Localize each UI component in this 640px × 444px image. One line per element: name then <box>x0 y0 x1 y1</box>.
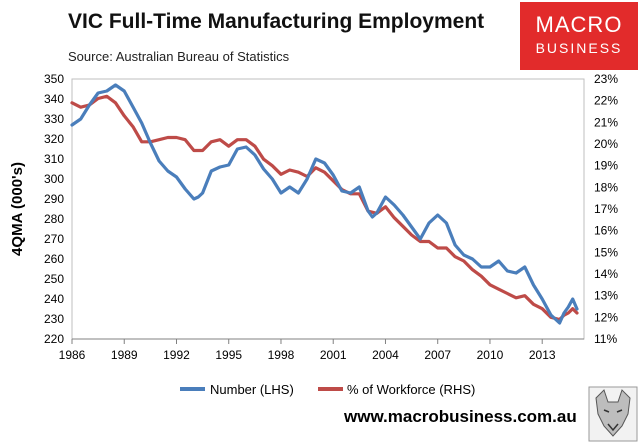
y-left-tick-label: 290 <box>44 192 64 206</box>
x-tick-label: 2001 <box>320 348 347 362</box>
y-right-tick-label: 23% <box>594 72 618 86</box>
y-right-tick-label: 15% <box>594 245 618 259</box>
x-tick-label: 1986 <box>59 348 86 362</box>
chart-title: VIC Full-Time Manufacturing Employment <box>68 10 485 33</box>
chart-legend: Number (LHS) % of Workforce (RHS) <box>180 382 475 397</box>
logo-line-2: BUSINESS <box>535 40 623 56</box>
macrobusiness-logo[interactable]: MACRO BUSINESS <box>520 2 638 70</box>
y-left-tick-label: 220 <box>44 332 64 346</box>
y-right-tick-label: 16% <box>594 224 618 238</box>
y-left-tick-label: 300 <box>44 172 64 186</box>
x-tick-label: 1989 <box>111 348 138 362</box>
y-left-tick-label: 280 <box>44 212 64 226</box>
x-tick-label: 2013 <box>529 348 556 362</box>
y-right-tick-label: 19% <box>594 159 618 173</box>
x-tick-label: 1995 <box>215 348 242 362</box>
legend-label-share: % of Workforce (RHS) <box>347 382 475 397</box>
y-right-tick-label: 12% <box>594 310 618 324</box>
y-right-tick-label: 20% <box>594 137 618 151</box>
y-right-tick-label: 13% <box>594 289 618 303</box>
y-left-tick-label: 240 <box>44 292 64 306</box>
y-left-tick-label: 250 <box>44 272 64 286</box>
y-left-tick-label: 310 <box>44 152 64 166</box>
y-axis-label: 4QMA (000's) <box>9 162 26 256</box>
y-left-tick-label: 350 <box>44 72 64 86</box>
y-left-tick-label: 230 <box>44 312 64 326</box>
x-tick-label: 2007 <box>424 348 451 362</box>
y-left-tick-label: 320 <box>44 132 64 146</box>
x-tick-label: 1992 <box>163 348 190 362</box>
footer-url[interactable]: www.macrobusiness.com.au <box>344 407 577 426</box>
x-tick-label: 1998 <box>268 348 295 362</box>
y-left-tick-label: 260 <box>44 252 64 266</box>
y-right-tick-label: 17% <box>594 202 618 216</box>
chart-subtitle: Source: Australian Bureau of Statistics <box>68 49 290 64</box>
plot-area <box>71 78 585 340</box>
x-tick-label: 2004 <box>372 348 399 362</box>
y-left-tick-label: 270 <box>44 232 64 246</box>
y-right-tick-label: 18% <box>594 180 618 194</box>
x-tick-label: 2010 <box>477 348 504 362</box>
y-right-tick-label: 11% <box>594 332 617 346</box>
y-right-tick-label: 21% <box>594 115 618 129</box>
y-left-tick-label: 330 <box>44 112 64 126</box>
y-right-tick-label: 22% <box>594 94 618 108</box>
logo-line-1: MACRO <box>535 12 623 37</box>
series-line-number <box>70 83 579 325</box>
wolf-mascot-icon <box>588 386 638 442</box>
legend-label-number: Number (LHS) <box>210 382 294 397</box>
series-line-share <box>70 94 579 322</box>
y-right-tick-label: 14% <box>594 267 618 281</box>
y-left-tick-label: 340 <box>44 92 64 106</box>
